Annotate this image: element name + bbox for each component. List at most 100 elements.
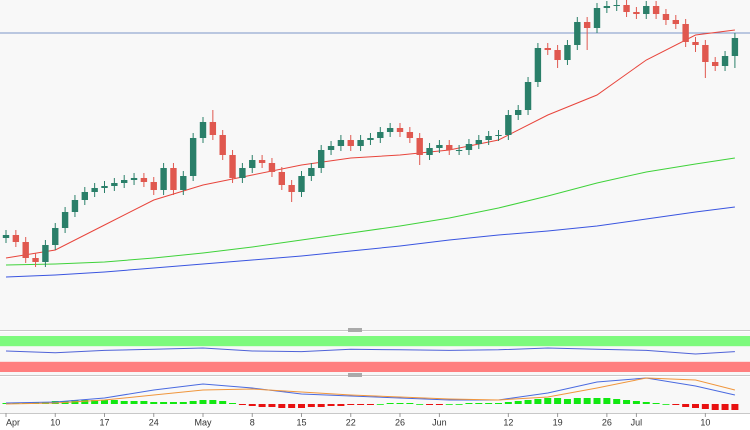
macd-bar [672, 404, 680, 405]
candle-body [564, 45, 571, 60]
macd-bar [623, 400, 631, 404]
macd-bar [662, 404, 670, 405]
macd-bar [475, 403, 483, 404]
macd-bar [298, 404, 305, 408]
macd-bar [632, 401, 640, 404]
candle-body [121, 180, 128, 183]
candle-body [406, 132, 414, 138]
candle-body [682, 24, 689, 42]
candle-body [209, 122, 217, 135]
candle-body [111, 183, 118, 186]
candle-body [485, 136, 492, 140]
candle-body [189, 138, 197, 176]
resize-handle[interactable] [348, 328, 362, 332]
x-tick-label: 15 [296, 417, 306, 427]
candle-body [249, 160, 256, 168]
resize-handle[interactable] [348, 373, 362, 377]
macd-bar [573, 398, 581, 404]
candle-body [160, 168, 167, 190]
macd-bar [219, 401, 227, 404]
candle-body [446, 145, 453, 150]
macd-bar [514, 401, 522, 404]
macd-bar [603, 398, 611, 404]
candle-body [81, 192, 88, 200]
x-tick-label: 8 [250, 417, 255, 427]
candle-body [91, 188, 98, 192]
candle-body [534, 48, 542, 82]
macd-bar [376, 404, 384, 405]
macd-bar [130, 401, 138, 404]
candle-body [712, 62, 719, 66]
macd-line [5, 377, 736, 405]
macd-bar [179, 402, 187, 404]
macd-bar [199, 400, 207, 404]
macd-bar [701, 404, 709, 409]
x-tick-label: 19 [553, 417, 563, 427]
macd-bar [327, 404, 335, 406]
candle-body [71, 200, 79, 212]
candle-body [524, 82, 532, 110]
macd-bar [593, 398, 601, 404]
candle-body [337, 140, 345, 146]
candle-body [42, 245, 49, 262]
candle-body [357, 140, 364, 146]
macd-bar [544, 398, 552, 404]
macd-panel [0, 377, 750, 413]
macd-bar [613, 399, 621, 404]
candle-body [150, 182, 157, 190]
macd-bar [495, 403, 502, 404]
moving-average [5, 206, 735, 278]
macd-bar [426, 404, 434, 405]
macd-bar [120, 401, 128, 404]
macd-bar [711, 404, 719, 410]
candle-body [52, 228, 59, 245]
macd-bar [140, 401, 148, 404]
candle-body [258, 160, 266, 163]
macd-bar [189, 401, 197, 404]
candle-body [347, 140, 354, 146]
candle-body [278, 172, 285, 185]
candle-body [130, 178, 138, 180]
macd-bar [563, 399, 571, 404]
macd-bar [396, 403, 404, 404]
macd-bar [150, 402, 158, 404]
macd-bar [731, 404, 739, 410]
x-tick-label: May [194, 417, 212, 427]
macd-bar [692, 404, 699, 408]
candle-body [12, 235, 20, 242]
candle-body [170, 168, 177, 190]
candle-body [22, 242, 29, 258]
candle-body [199, 122, 207, 138]
moving-average [5, 29, 735, 259]
macd-bar [652, 403, 660, 404]
candle-body [377, 132, 384, 138]
candle-body [426, 148, 433, 155]
candle-body [603, 6, 611, 8]
candle-body [672, 20, 679, 24]
x-tick-label: Jul [631, 417, 643, 427]
rsi-line [5, 347, 735, 355]
macd-bar [317, 404, 325, 407]
candle-body [455, 150, 463, 151]
candle-body [465, 144, 473, 150]
candle-body [721, 56, 729, 66]
macd-bar [81, 400, 89, 404]
candle-body [140, 178, 148, 182]
macd-line [5, 377, 736, 404]
macd-bar [445, 404, 453, 405]
candle-body [327, 146, 335, 150]
macd-bar [337, 404, 345, 406]
candle-body [544, 48, 551, 50]
moving-average [5, 157, 735, 266]
candle-body [662, 14, 670, 20]
x-tick-label: 17 [99, 417, 109, 427]
macd-bar [416, 404, 424, 405]
candle-body [574, 22, 581, 45]
candle-body [298, 176, 305, 192]
candle-body [633, 12, 640, 14]
macd-bar [642, 402, 650, 404]
x-tick-label: Jun [432, 417, 447, 427]
candle-body [416, 138, 423, 155]
candle-body [180, 176, 187, 190]
